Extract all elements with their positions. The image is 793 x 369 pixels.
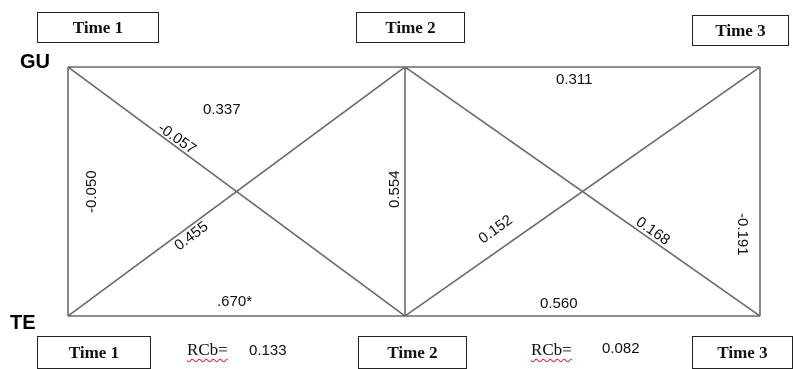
rcb-value-2: 0.082 [602, 340, 640, 357]
rcb-label-2: RCb= [531, 340, 572, 359]
time3-footer-box: Time 3 [692, 336, 793, 369]
time2-header-box: Time 2 [356, 12, 465, 43]
coef-te2-te3: 0.560 [540, 295, 578, 312]
time2-footer-box: Time 2 [358, 336, 467, 369]
time1-footer-box: Time 1 [37, 336, 151, 369]
coef-gu1-te1: -0.050 [83, 170, 100, 213]
gu-variable-label: GU [20, 51, 50, 73]
time1-header-box: Time 1 [37, 12, 159, 43]
te-variable-label: TE [10, 312, 36, 334]
cross-path-te2-gu3 [404, 66, 761, 317]
rcb-label-1: RCb= [187, 340, 228, 359]
coef-gu3-te3: -0.191 [734, 213, 751, 256]
coef-gu2-te2: 0.554 [386, 170, 403, 208]
diagram-lines [67, 66, 761, 317]
coef-gu1-te2: -0.057 [155, 119, 200, 157]
cross-path-te1-gu2 [67, 66, 406, 317]
coef-gu2-te3: 0.168 [633, 213, 674, 248]
coef-gu2-gu3: 0.311 [556, 71, 592, 88]
time3-header-box: Time 3 [692, 15, 789, 46]
coef-te1-gu2: 0.455 [171, 218, 211, 254]
coef-te1-te2: .670* [217, 293, 252, 310]
rcb-value-1: 0.133 [249, 342, 287, 359]
coef-gu1-gu2: 0.337 [203, 101, 241, 118]
